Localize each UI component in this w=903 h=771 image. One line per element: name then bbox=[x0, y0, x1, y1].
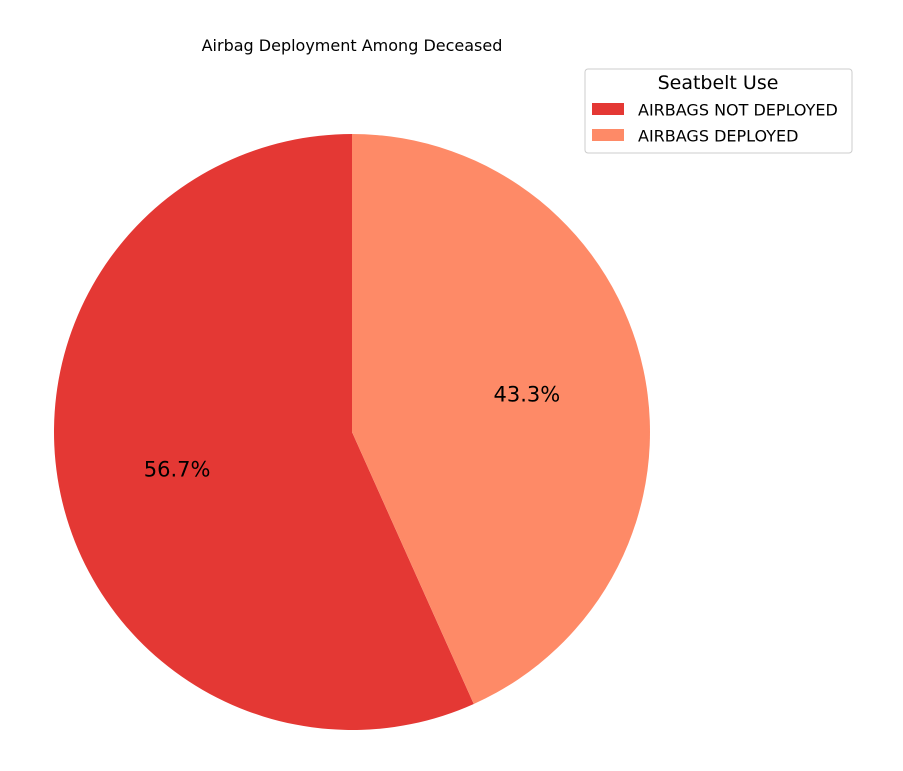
legend-entries: AIRBAGS NOT DEPLOYED AIRBAGS DEPLOYED bbox=[592, 101, 838, 146]
pie-slice-airbags-deployed bbox=[352, 133, 650, 704]
pie-percent-labels: 56.7% 43.3% bbox=[144, 383, 560, 482]
chart-title: Airbag Deployment Among Deceased bbox=[202, 36, 503, 55]
legend: Seatbelt Use AIRBAGS NOT DEPLOYEDAIRBAGS… bbox=[584, 68, 853, 154]
pie-slices bbox=[53, 133, 650, 730]
pie-percent-label-airbags-not-deployed: 56.7% bbox=[144, 457, 211, 481]
legend-label-airbags-not-deployed: AIRBAGS NOT DEPLOYED bbox=[638, 101, 838, 120]
legend-label-airbags-deployed: AIRBAGS DEPLOYED bbox=[638, 127, 798, 146]
legend-frame bbox=[584, 68, 853, 154]
legend-swatch-airbags-not-deployed bbox=[592, 103, 624, 115]
pie-slice-airbags-not-deployed bbox=[53, 134, 474, 730]
pie-percent-label-airbags-deployed: 43.3% bbox=[493, 383, 560, 407]
legend-swatch-airbags-deployed bbox=[592, 129, 624, 141]
legend-title: Seatbelt Use bbox=[658, 72, 779, 94]
